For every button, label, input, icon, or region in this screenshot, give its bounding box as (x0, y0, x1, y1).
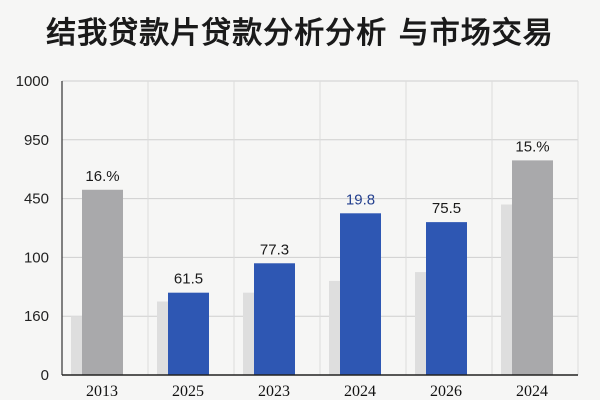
y-tick-label: 100 (24, 249, 49, 266)
x-tick-label: 2024 (344, 383, 376, 400)
x-tick-label: 2026 (430, 383, 462, 400)
shadow-bar (157, 301, 169, 375)
bar (512, 160, 553, 375)
data-label: 16.% (85, 168, 119, 185)
data-label: 61.5 (174, 271, 203, 288)
y-tick-label: 450 (24, 191, 49, 208)
data-label: 77.3 (260, 241, 289, 258)
x-axis-ticks: 2013 2025 2023 2024 2026 2024 (86, 383, 548, 400)
chart-title: 结我贷款片贷款分析分析 与市场交易 (46, 16, 554, 51)
shadow-bars (71, 204, 513, 375)
shadow-bar (501, 204, 513, 375)
bar (340, 213, 381, 375)
y-tick-label: 0 (41, 367, 49, 384)
x-tick-label: 2025 (172, 383, 204, 400)
shadow-bar (415, 272, 427, 375)
x-tick-label: 2024 (516, 383, 548, 400)
shadow-bar (71, 316, 83, 375)
bar (426, 222, 467, 375)
data-labels: 16.% 61.5 77.3 19.8 75.5 15.% (85, 138, 549, 287)
data-label: 75.5 (432, 200, 461, 217)
data-label: 19.8 (346, 191, 375, 208)
data-label: 15.% (515, 138, 549, 155)
x-tick-label: 2023 (258, 383, 290, 400)
shadow-bar (329, 280, 341, 375)
y-tick-label: 1000 (16, 73, 49, 90)
shadow-bar (243, 292, 255, 375)
bar (82, 189, 123, 375)
x-tick-label: 2013 (86, 383, 118, 400)
bar (168, 292, 209, 375)
bar (254, 263, 295, 375)
y-tick-label: 160 (24, 308, 49, 325)
y-axis-ticks: 0 160 100 450 950 1000 (16, 73, 49, 384)
grid-lines (62, 80, 579, 375)
y-tick-label: 950 (24, 132, 49, 149)
axes (61, 81, 578, 376)
bars (82, 160, 553, 375)
